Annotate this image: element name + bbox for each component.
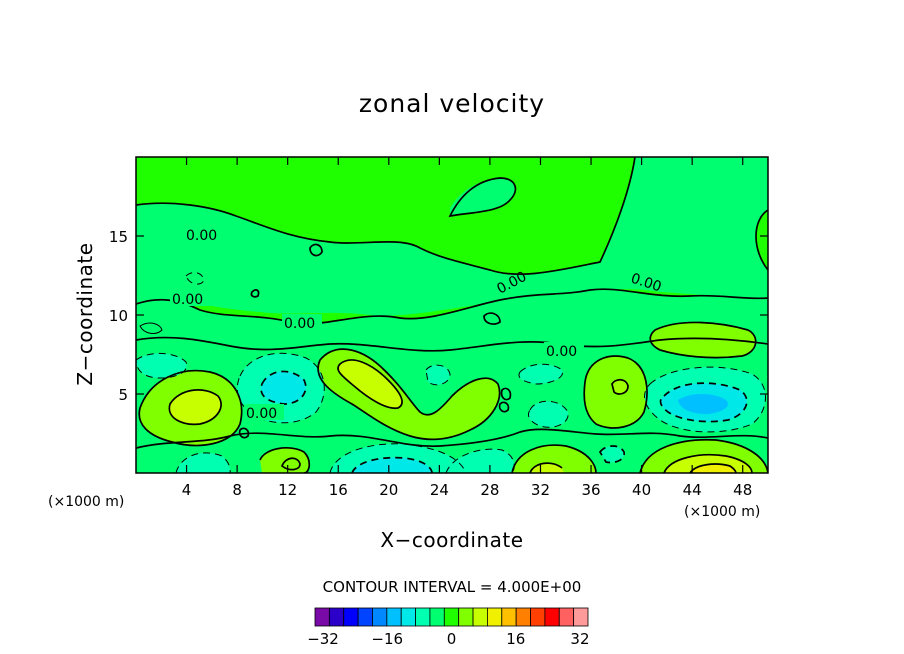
plot-area: 0.00 0.00 0.00 0.00 0.00 0.00 0.00 — [136, 157, 768, 473]
contour-lines — [136, 157, 768, 473]
x-tick-label: 48 — [733, 481, 752, 499]
contour-label: 0.00 — [186, 228, 217, 244]
positive-region — [512, 445, 596, 473]
colorbar-swatch — [429, 607, 445, 627]
negative-region — [352, 457, 432, 473]
x-tick-label: 36 — [581, 481, 600, 499]
y-tick-label: 15 — [109, 228, 128, 246]
colorbar-tick-label: 32 — [570, 630, 589, 648]
positive-region — [169, 389, 222, 425]
colorbar-tick-label: −32 — [307, 630, 339, 648]
y-tick-label: 5 — [118, 386, 128, 404]
colorbar-swatch — [415, 607, 431, 627]
colorbar-swatch — [357, 607, 373, 627]
negative-region — [426, 365, 450, 385]
positive-region — [650, 322, 756, 358]
y-tick-label: 10 — [109, 307, 128, 325]
chart-title: zonal velocity — [359, 89, 545, 118]
colorbar-swatch — [515, 607, 531, 627]
colorbar-swatch — [458, 607, 474, 627]
negative-region — [176, 452, 231, 473]
x-tick-label: 24 — [430, 481, 449, 499]
x-tick-label: 12 — [278, 481, 297, 499]
negative-region — [261, 371, 306, 404]
colorbar-swatch — [501, 607, 517, 627]
contour-label: 0.00 — [284, 316, 315, 332]
colorbar-swatch — [400, 607, 416, 627]
x-tick-label: 28 — [480, 481, 499, 499]
band-region — [136, 157, 768, 316]
negative-region — [528, 401, 569, 428]
contour-label-group: 0.00 0.00 0.00 0.00 0.00 0.00 0.00 — [170, 226, 663, 422]
colorbar-swatch — [558, 607, 575, 627]
colorbar: −32 −16 0 16 32 — [307, 607, 590, 648]
negative-region — [518, 364, 563, 384]
contour-interval-label: CONTOUR INTERVAL = 4.000E+00 — [323, 578, 582, 596]
colorbar-swatch — [472, 607, 488, 627]
colorbar-swatch — [573, 607, 589, 627]
positive-region — [612, 379, 628, 394]
x-axis: 4 8 12 16 20 24 28 32 36 40 44 48 — [182, 157, 752, 499]
contour-label: 0.00 — [246, 406, 277, 422]
x-tick-label: 8 — [232, 481, 242, 499]
colorbar-tick-label: −16 — [371, 630, 403, 648]
colorbar-swatch — [530, 607, 546, 627]
colorbar-swatch — [314, 607, 330, 627]
colorbar-swatch — [343, 607, 359, 627]
positive-region — [530, 463, 564, 473]
colorbar-swatch — [487, 607, 503, 627]
colorbar-swatch — [443, 607, 460, 627]
z-unit-label: (×1000 m) — [48, 494, 124, 510]
colorbar-swatch — [544, 607, 560, 627]
x-tick-label: 4 — [182, 481, 192, 499]
contour-label: 0.00 — [546, 344, 577, 360]
x-tick-label: 16 — [329, 481, 348, 499]
colorbar-swatch — [372, 607, 388, 627]
x-unit-label: (×1000 m) — [684, 504, 760, 520]
negative-region — [136, 353, 187, 378]
x-axis-title: X−coordinate — [380, 528, 523, 552]
colorbar-tick-label: 16 — [506, 630, 525, 648]
colorbar-swatch — [328, 607, 345, 627]
negative-region — [600, 446, 625, 463]
colorbar-swatch — [386, 607, 402, 627]
positive-region — [337, 359, 403, 409]
negative-region — [678, 394, 728, 414]
contour-label: 0.00 — [172, 292, 203, 308]
x-tick-label: 40 — [632, 481, 651, 499]
y-axis-title: Z−coordinate — [73, 242, 97, 385]
x-tick-label: 20 — [379, 481, 398, 499]
x-tick-label: 32 — [531, 481, 550, 499]
y-axis: 5 10 15 — [109, 228, 768, 404]
x-tick-label: 44 — [683, 481, 702, 499]
colorbar-tick-label: 0 — [447, 630, 457, 648]
